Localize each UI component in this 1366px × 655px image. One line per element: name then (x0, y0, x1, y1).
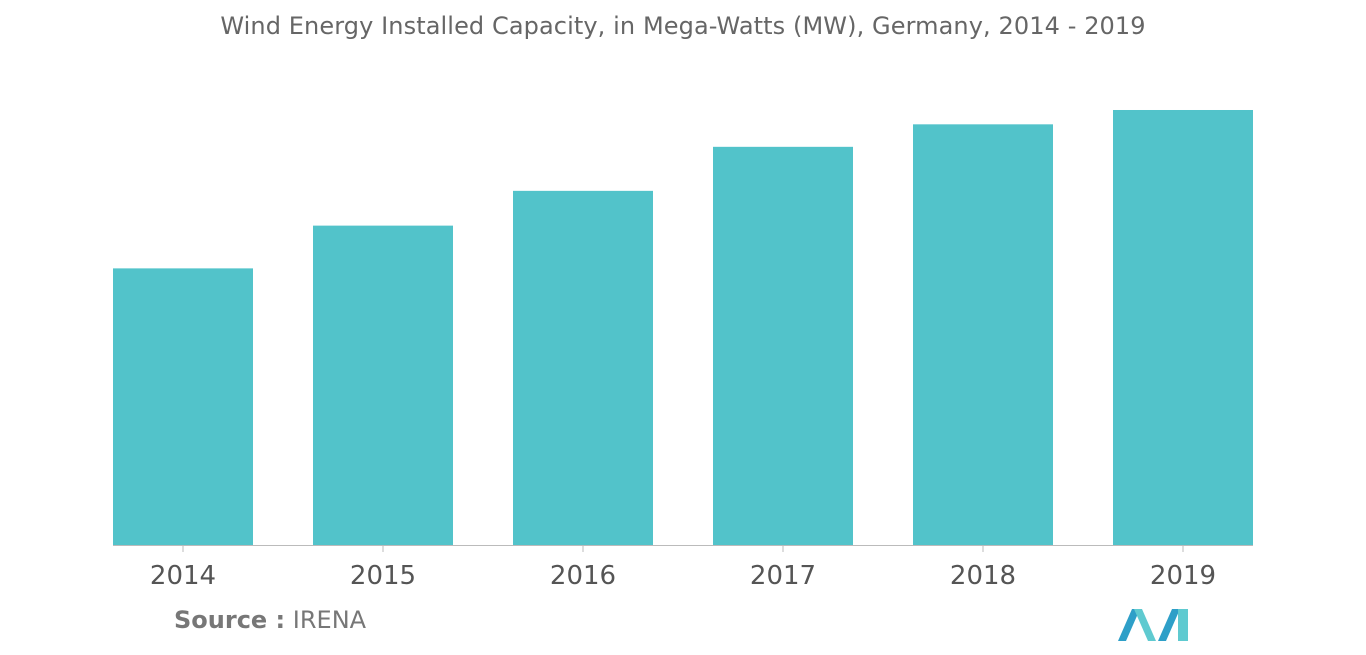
tick-label-2015: 2015 (350, 561, 416, 591)
source-note: Source : IRENA (174, 606, 366, 634)
tick-label-2016: 2016 (550, 561, 616, 591)
source-name: IRENA (292, 606, 367, 634)
bars-group (113, 109, 1253, 546)
tick-label-2018: 2018 (950, 561, 1016, 591)
bar-2019 (1113, 109, 1253, 545)
tick-label-2014: 2014 (150, 561, 216, 591)
chart-title: Wind Energy Installed Capacity, in Mega-… (220, 12, 1146, 40)
source-prefix: Source : (174, 606, 286, 634)
x-axis-tick-labels: 2014 2015 2016 2017 2018 2019 (150, 561, 1216, 591)
logo-middle-stroke (1134, 609, 1156, 641)
bar-2014 (113, 268, 253, 545)
logo-left-stroke (1118, 609, 1140, 641)
bar-2016 (513, 190, 653, 546)
logo-right-stroke (1178, 609, 1188, 641)
bar-2017 (713, 146, 853, 545)
tick-label-2017: 2017 (750, 561, 816, 591)
mordor-intelligence-logo (1118, 609, 1188, 641)
bar-2018 (913, 124, 1053, 546)
logo-right-left-stroke (1158, 609, 1180, 641)
tick-label-2019: 2019 (1150, 561, 1216, 591)
bar-2015 (313, 225, 453, 545)
x-axis-ticks (182, 545, 1184, 552)
